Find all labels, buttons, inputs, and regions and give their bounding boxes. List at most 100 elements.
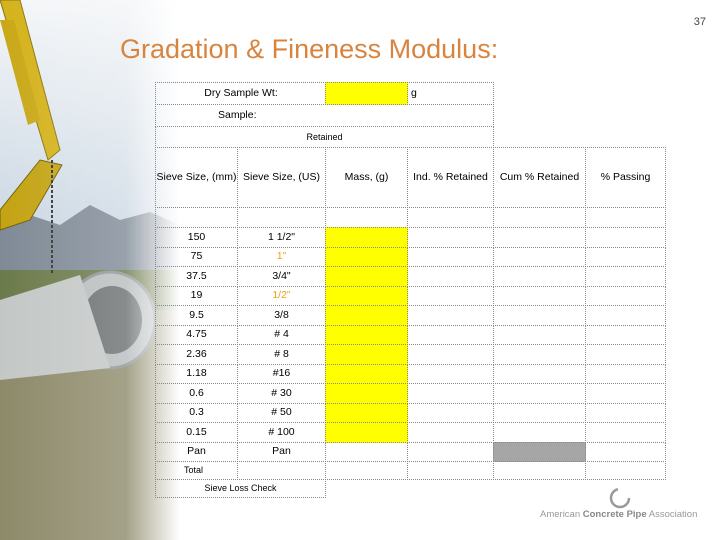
cum-retained (493, 285, 586, 306)
passing (585, 227, 666, 248)
logo-icon (609, 487, 631, 509)
sieve-mm: 9.5 (155, 305, 238, 326)
photo (0, 0, 180, 540)
mass-input (325, 363, 408, 384)
column-header: Cum % Retained (493, 147, 586, 208)
column-header: Ind. % Retained (407, 147, 494, 208)
cum-retained (493, 422, 586, 443)
blank-cell (493, 207, 586, 228)
mass-input (325, 266, 408, 287)
sieve-us: 1 1/2" (237, 227, 326, 248)
ind-retained (407, 266, 494, 287)
sieve-us: 1/2" (237, 285, 326, 306)
cum-retained (493, 266, 586, 287)
slide-title: Gradation & Fineness Modulus: (120, 34, 499, 64)
mass-input (325, 402, 408, 423)
cum-retained (493, 441, 586, 462)
cum-retained (493, 383, 586, 404)
passing (585, 363, 666, 384)
mass-input (325, 441, 408, 462)
sieve-mm: 19 (155, 285, 238, 306)
mass-input (325, 383, 408, 404)
cum-retained (493, 324, 586, 345)
sieve-us: # 4 (237, 324, 326, 345)
sieve-mm: 0.6 (155, 383, 238, 404)
sieve-mm: 75 (155, 246, 238, 267)
column-header: Sieve Size, (mm) (155, 147, 238, 208)
blank-cell (325, 207, 408, 228)
sieve-us: 3/8 (237, 305, 326, 326)
sieve-mm: 37.5 (155, 266, 238, 287)
ind-retained (407, 344, 494, 365)
blank-cell (585, 207, 666, 228)
sieve-us: Pan (237, 441, 326, 462)
column-header: Sieve Size, (US) (237, 147, 326, 208)
logo-suffix: Association (646, 509, 698, 520)
sieve-us: # 8 (237, 344, 326, 365)
passing (585, 402, 666, 423)
cum-retained (493, 344, 586, 365)
mass-input (325, 227, 408, 248)
passing (585, 246, 666, 267)
ind-retained (407, 383, 494, 404)
column-header: % Passing (585, 147, 666, 208)
ind-retained (407, 285, 494, 306)
cum-retained (493, 402, 586, 423)
sieve-us: # 50 (237, 402, 326, 423)
blank-cell (155, 207, 238, 228)
mass-input (325, 246, 408, 267)
mass-input (325, 285, 408, 306)
passing (585, 305, 666, 326)
dry-sample-label: Dry Sample Wt: (155, 82, 326, 105)
passing (585, 383, 666, 404)
column-header: Mass, (g) (325, 147, 408, 208)
sieve-us: # 30 (237, 383, 326, 404)
blank-cell (237, 207, 326, 228)
cum-retained (493, 246, 586, 267)
ind-retained (407, 246, 494, 267)
total-cell (237, 461, 326, 480)
cum-retained (493, 227, 586, 248)
logo-bold: Concrete Pipe (582, 509, 647, 520)
sieve-mm: 0.15 (155, 422, 238, 443)
logo-prefix: American (540, 509, 583, 520)
ind-retained (407, 402, 494, 423)
photo-fade (0, 0, 180, 540)
ind-retained (407, 227, 494, 248)
total-cell (585, 461, 666, 480)
passing (585, 285, 666, 306)
mass-input (325, 305, 408, 326)
retained-label: Retained (155, 126, 494, 148)
ind-retained (407, 305, 494, 326)
sieve-us: # 100 (237, 422, 326, 443)
sieve-mm: 2.36 (155, 344, 238, 365)
passing (585, 344, 666, 365)
sieve-mm: Pan (155, 441, 238, 462)
ind-retained (407, 422, 494, 443)
logo-text: American Concrete Pipe Association (540, 509, 697, 520)
ind-retained (407, 324, 494, 345)
page-number: 37 (693, 16, 706, 28)
total-cell (407, 461, 494, 480)
passing (585, 422, 666, 443)
sieve-mm: 0.3 (155, 402, 238, 423)
mass-input (325, 344, 408, 365)
sieve-mm: 4.75 (155, 324, 238, 345)
sieve-us: #16 (237, 363, 326, 384)
sieve-us: 1" (237, 246, 326, 267)
ind-retained (407, 441, 494, 462)
sample-label: Sample: (155, 104, 494, 127)
sieve-loss-check: Sieve Loss Check (155, 479, 326, 498)
total-label: Total (155, 461, 238, 480)
blank-cell (407, 207, 494, 228)
sieve-mm: 1.18 (155, 363, 238, 384)
ind-retained (407, 363, 494, 384)
passing (585, 441, 666, 462)
mass-input (325, 324, 408, 345)
mass-input (325, 422, 408, 443)
total-cell (325, 461, 408, 480)
dry-sample-unit: g (407, 82, 494, 105)
passing (585, 266, 666, 287)
sieve-mm: 150 (155, 227, 238, 248)
